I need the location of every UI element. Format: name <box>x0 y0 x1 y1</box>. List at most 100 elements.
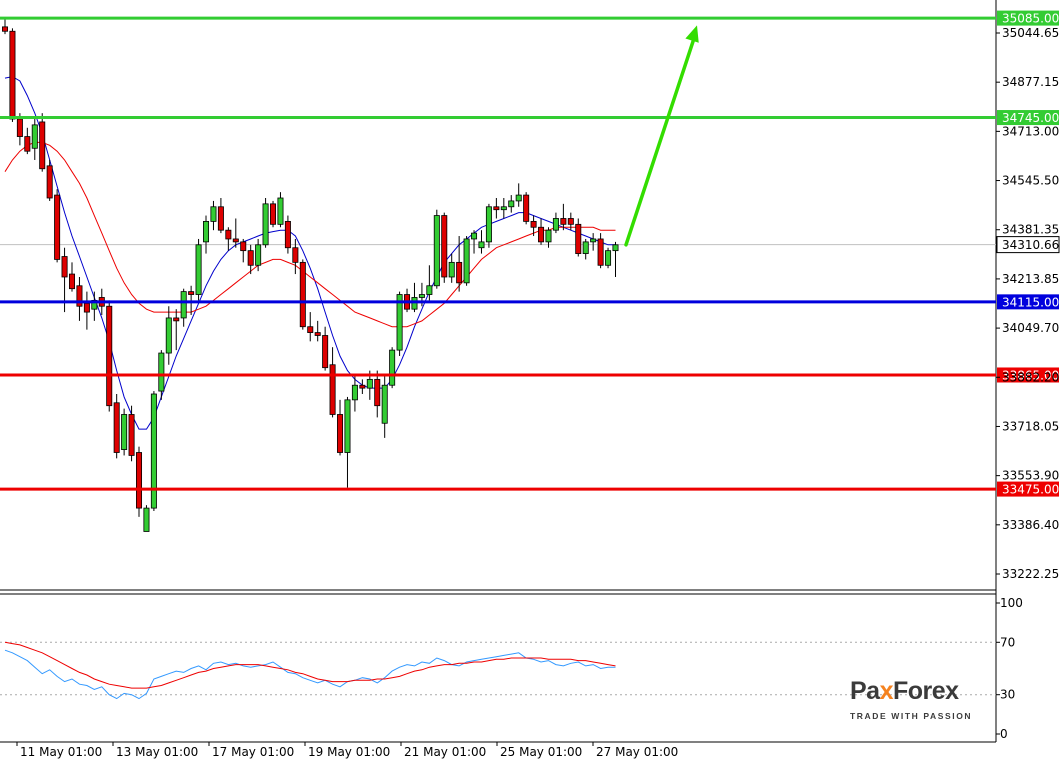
candle-body <box>83 302 90 313</box>
candle <box>195 238 202 301</box>
candle-body <box>463 238 470 284</box>
candle-body <box>456 261 463 284</box>
candle <box>136 446 143 517</box>
level-label-box <box>997 367 1059 383</box>
logo-forex-text: Forex <box>893 677 959 705</box>
time-tick-label: 17 May 01:00 <box>212 745 294 759</box>
candle <box>493 198 500 219</box>
candle <box>500 198 507 219</box>
candle-body <box>54 194 61 260</box>
level-label-text: 33475.00 <box>1002 483 1059 497</box>
price-tick-label: 33553.90 <box>1002 469 1059 483</box>
candle-body <box>232 238 239 243</box>
candle <box>292 238 299 275</box>
chart-frame <box>0 0 997 743</box>
candle-body <box>240 241 247 252</box>
candle <box>351 376 358 412</box>
candle-body <box>69 273 76 290</box>
candle <box>284 215 291 254</box>
candle-body <box>195 244 202 295</box>
candle-body <box>284 221 291 249</box>
candle <box>545 227 552 248</box>
candle-body <box>165 317 172 354</box>
candle <box>441 212 448 283</box>
candle <box>538 218 545 245</box>
candle-body <box>418 294 425 298</box>
candle-body <box>277 197 284 225</box>
current-price-label: 34310.66 <box>1002 238 1059 252</box>
price-tick-label: 35044.65 <box>1002 26 1059 40</box>
candle-body <box>329 364 336 415</box>
candle-body <box>61 256 68 278</box>
candle <box>232 218 239 248</box>
candle <box>381 373 388 438</box>
candle <box>523 192 530 225</box>
candlestick-series <box>2 18 619 532</box>
candle <box>307 312 314 342</box>
candle <box>426 265 433 301</box>
candle-body <box>203 221 210 243</box>
candle-body <box>31 124 38 149</box>
candle <box>217 198 224 234</box>
candle-body <box>337 414 344 453</box>
oscillator-tick-label: 0 <box>1000 727 1008 741</box>
candle-body <box>389 349 396 386</box>
candle <box>2 18 8 35</box>
candle-body <box>530 221 537 228</box>
candle-body <box>374 378 381 407</box>
candle <box>83 291 90 330</box>
candle-body <box>478 241 485 249</box>
candle-body <box>508 200 515 208</box>
candle <box>329 347 336 418</box>
level-label-box <box>997 481 1059 497</box>
candle <box>515 183 522 207</box>
time-tick-label: 21 May 01:00 <box>404 745 486 759</box>
candle-body <box>113 402 120 453</box>
candle-body <box>381 384 388 424</box>
candle <box>143 505 150 532</box>
candle-body <box>76 285 83 307</box>
logo-x-text: x <box>879 677 894 705</box>
candle-body <box>612 244 619 252</box>
candle <box>359 379 366 394</box>
time-tick-label: 13 May 01:00 <box>116 745 198 759</box>
projection-arrow-shaft <box>624 33 697 247</box>
candle-body <box>143 507 150 532</box>
candle-body <box>560 218 567 225</box>
candle <box>478 230 485 254</box>
time-tick-label: 27 May 01:00 <box>596 745 678 759</box>
candle-body <box>299 261 306 328</box>
candle-body <box>448 261 455 278</box>
candle-body <box>344 399 351 453</box>
candle-body <box>359 384 366 389</box>
candle <box>121 408 128 456</box>
candle <box>344 396 351 488</box>
price-tick-label: 34381.35 <box>1002 223 1059 237</box>
candle <box>485 203 492 248</box>
candle <box>113 394 120 459</box>
candle <box>247 244 254 275</box>
candle <box>180 288 187 327</box>
candle <box>39 113 46 172</box>
candle <box>456 236 463 292</box>
price-tick-label: 34213.85 <box>1002 272 1059 286</box>
candle <box>560 203 567 231</box>
candle-body <box>262 203 269 246</box>
time-tick-label: 11 May 01:00 <box>20 745 102 759</box>
candle-body <box>426 285 433 295</box>
candle-body <box>270 203 277 225</box>
price-tick-label: 33222.25 <box>1002 567 1059 581</box>
candle <box>203 215 210 254</box>
level-label-text: 34115.00 <box>1002 295 1059 309</box>
logo-tagline: TRADE WITH PASSION <box>850 711 973 721</box>
candle <box>165 306 172 365</box>
candle <box>411 282 418 313</box>
candle <box>76 276 83 321</box>
current-price-box <box>996 236 1060 254</box>
oscillator-main-line <box>4 649 616 700</box>
candle <box>322 326 329 371</box>
level-label-text: 34745.00 <box>1002 111 1059 125</box>
price-axis: 35044.65 34877.15 34713.00 34545.50 34381.35… <box>996 26 1060 581</box>
candle-body <box>322 335 329 369</box>
